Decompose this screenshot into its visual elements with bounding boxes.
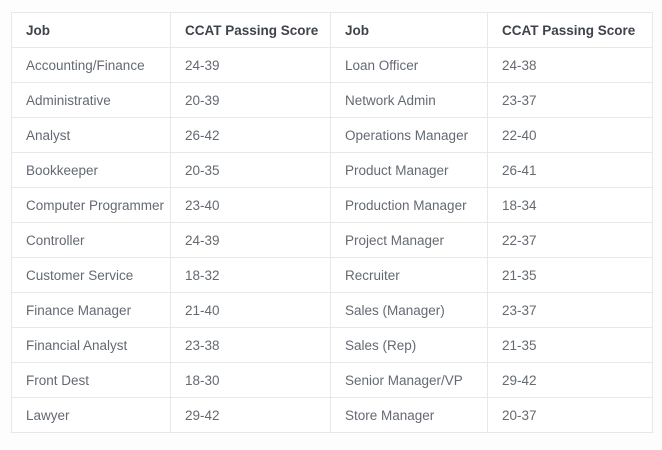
score-cell: 29-42 — [487, 362, 653, 398]
job-column-header-right: Job — [330, 12, 488, 48]
table-row: Customer Service 18-32 Recruiter 21-35 — [11, 257, 653, 293]
ccat-passing-score-table: Job CCAT Passing Score Job CCAT Passing … — [11, 12, 653, 433]
score-cell: 20-39 — [170, 82, 331, 118]
score-cell: 20-37 — [487, 397, 653, 433]
table-row: Front Dest 18-30 Senior Manager/VP 29-42 — [11, 362, 653, 398]
score-column-header-left: CCAT Passing Score — [170, 12, 331, 48]
job-cell: Project Manager — [330, 222, 488, 258]
score-cell: 26-42 — [170, 117, 331, 153]
job-cell: Production Manager — [330, 187, 488, 223]
job-cell: Loan Officer — [330, 47, 488, 83]
table-row: Analyst 26-42 Operations Manager 22-40 — [11, 117, 653, 153]
table-row: Administrative 20-39 Network Admin 23-37 — [11, 82, 653, 118]
score-cell: 23-40 — [170, 187, 331, 223]
table-row: Bookkeeper 20-35 Product Manager 26-41 — [11, 152, 653, 188]
job-cell: Controller — [11, 222, 171, 258]
score-cell: 29-42 — [170, 397, 331, 433]
job-cell: Bookkeeper — [11, 152, 171, 188]
job-cell: Administrative — [11, 82, 171, 118]
score-cell: 24-39 — [170, 222, 331, 258]
score-column-header-right: CCAT Passing Score — [487, 12, 653, 48]
score-cell: 22-40 — [487, 117, 653, 153]
score-cell: 23-37 — [487, 292, 653, 328]
job-cell: Customer Service — [11, 257, 171, 293]
score-cell: 22-37 — [487, 222, 653, 258]
job-cell: Operations Manager — [330, 117, 488, 153]
score-cell: 24-38 — [487, 47, 653, 83]
score-cell: 24-39 — [170, 47, 331, 83]
score-cell: 20-35 — [170, 152, 331, 188]
score-cell: 23-38 — [170, 327, 331, 363]
table-row: Computer Programmer 23-40 Production Man… — [11, 187, 653, 223]
table-row: Financial Analyst 23-38 Sales (Rep) 21-3… — [11, 327, 653, 363]
job-cell: Store Manager — [330, 397, 488, 433]
job-column-header-left: Job — [11, 12, 171, 48]
header-row: Job CCAT Passing Score Job CCAT Passing … — [11, 12, 653, 48]
job-cell: Front Dest — [11, 362, 171, 398]
job-cell: Recruiter — [330, 257, 488, 293]
job-cell: Finance Manager — [11, 292, 171, 328]
score-cell: 23-37 — [487, 82, 653, 118]
job-cell: Sales (Rep) — [330, 327, 488, 363]
job-cell: Accounting/Finance — [11, 47, 171, 83]
score-cell: 21-35 — [487, 327, 653, 363]
job-cell: Lawyer — [11, 397, 171, 433]
job-cell: Product Manager — [330, 152, 488, 188]
job-cell: Network Admin — [330, 82, 488, 118]
score-cell: 26-41 — [487, 152, 653, 188]
job-cell: Sales (Manager) — [330, 292, 488, 328]
job-cell: Senior Manager/VP — [330, 362, 488, 398]
score-cell: 21-40 — [170, 292, 331, 328]
score-cell: 18-32 — [170, 257, 331, 293]
job-cell: Computer Programmer — [11, 187, 171, 223]
job-cell: Analyst — [11, 117, 171, 153]
table-row: Finance Manager 21-40 Sales (Manager) 23… — [11, 292, 653, 328]
score-cell: 18-30 — [170, 362, 331, 398]
table-row: Controller 24-39 Project Manager 22-37 — [11, 222, 653, 258]
score-cell: 21-35 — [487, 257, 653, 293]
job-cell: Financial Analyst — [11, 327, 171, 363]
score-cell: 18-34 — [487, 187, 653, 223]
table-row: Accounting/Finance 24-39 Loan Officer 24… — [11, 47, 653, 83]
table-row: Lawyer 29-42 Store Manager 20-37 — [11, 397, 653, 433]
